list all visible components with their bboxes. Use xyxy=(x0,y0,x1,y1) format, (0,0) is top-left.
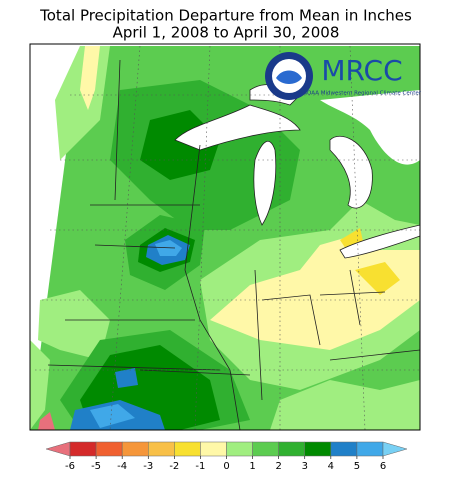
colorbar-arrow xyxy=(45,441,71,457)
colorbar-box xyxy=(200,441,227,457)
colorbar-box xyxy=(304,441,332,457)
title-line: April 1, 2008 to April 30, 2008 xyxy=(113,24,340,42)
logo-name: MRCC xyxy=(321,54,402,87)
colorbar-tick-label: -4 xyxy=(117,461,127,472)
colorbar-tick-label: -2 xyxy=(169,461,179,472)
logo: MRCC NOAA Midwestern Regional Climate Ce… xyxy=(265,52,422,100)
colorbar-tick-label: 4 xyxy=(328,461,334,472)
colorbar-box xyxy=(121,441,149,457)
colorbar-box xyxy=(95,441,123,457)
colorbar-tick-label: -6 xyxy=(65,461,75,472)
colorbar-tick-label: -5 xyxy=(91,461,101,472)
colorbar-box xyxy=(174,441,201,457)
colorbar-tick-label: 2 xyxy=(275,461,281,472)
colorbar-box xyxy=(278,441,305,457)
colorbar: -6 -5 -4 -3 -2 -1 0 1 2 3 4 5 6 xyxy=(45,441,408,472)
colorbar-tick-label: 0 xyxy=(223,461,229,472)
map xyxy=(29,43,421,431)
colorbar-box xyxy=(356,441,384,457)
colorbar-tick-label: 5 xyxy=(354,461,360,472)
colorbar-tick-label: 6 xyxy=(380,461,386,472)
logo-subtitle: NOAA Midwestern Regional Climate Center xyxy=(303,91,422,97)
colorbar-box xyxy=(69,441,97,457)
colorbar-tick-label: 1 xyxy=(249,461,255,472)
colorbar-tick-label: -3 xyxy=(143,461,153,472)
colorbar-arrow xyxy=(382,441,408,457)
colorbar-box xyxy=(226,441,253,457)
colorbar-box xyxy=(330,441,358,457)
title-line: Total Precipitation Departure from Mean … xyxy=(39,7,412,25)
colorbar-box xyxy=(148,441,175,457)
colorbar-tick-label: -1 xyxy=(195,461,205,472)
colorbar-box xyxy=(252,441,279,457)
colorbar-tick-label: 3 xyxy=(302,461,308,472)
